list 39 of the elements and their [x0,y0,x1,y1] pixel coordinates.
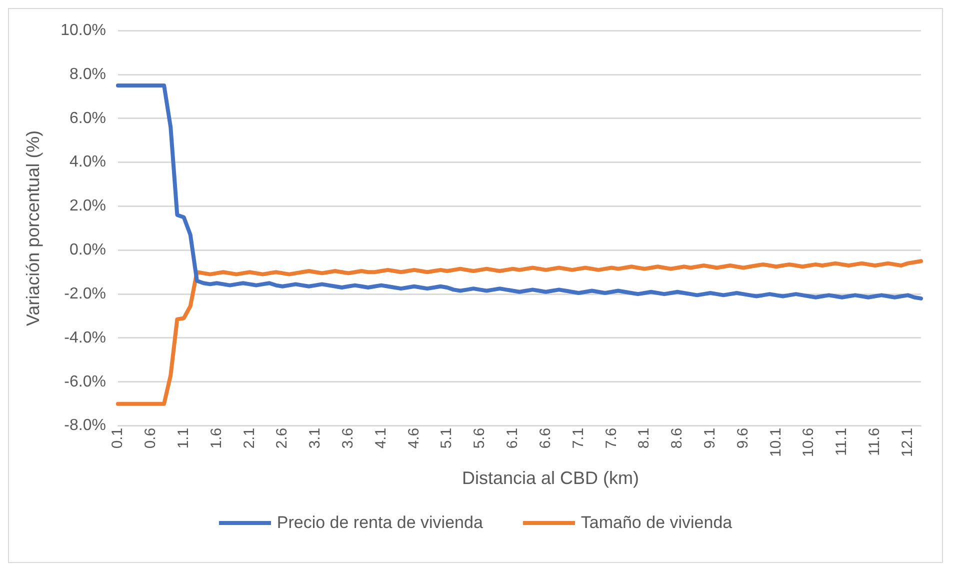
y-tick-label: -8.0% [64,417,106,434]
y-tick-label: -4.0% [64,329,106,346]
x-tick-label: 0.6 [142,428,160,449]
x-tick-label: 3.6 [339,428,356,449]
x-tick-label: 10.6 [800,428,818,458]
x-tick-label: 8.1 [636,428,653,449]
x-tick-label: 9.1 [702,428,719,449]
y-tick-label: 0.0% [70,242,106,259]
x-tick-label: 10.1 [767,428,784,458]
legend-label: Tamaño de vivienda [580,513,732,533]
x-tick-label: 4.1 [372,428,390,449]
x-tick-label: 8.6 [668,428,686,449]
x-tick-label: 6.1 [504,428,522,449]
x-tick-label: 7.1 [570,428,587,449]
x-tick-label: 0.1 [109,428,126,449]
y-tick-label: -6.0% [64,373,106,390]
y-tick-label: 4.0% [70,154,106,171]
y-tick-label: 10.0% [60,22,106,40]
x-tick-label: 6.6 [536,428,554,449]
x-tick-label: 9.6 [734,428,752,449]
x-tick-label: 7.6 [602,428,620,449]
x-tick-label: 1.1 [174,428,192,449]
x-tick-label: 11.1 [833,428,850,456]
x-tick-label: 2.6 [274,428,291,449]
x-tick-label: 4.6 [405,428,422,449]
y-tick-label: 2.0% [70,198,106,215]
x-tick-label: 2.1 [240,428,258,449]
x-tick-label: 3.1 [306,428,324,449]
x-axis-title: Distancia al CBD (km) [460,468,640,489]
x-tick-label: 1.6 [208,428,225,449]
x-tick-label: 11.6 [866,428,884,456]
y-tick-label: 6.0% [70,110,106,127]
y-tick-label: 8.0% [70,66,106,83]
legend-label: Precio de renta de vivienda [276,513,483,533]
y-tick-label: -2.0% [64,285,106,302]
x-tick-label: 5.6 [471,428,488,449]
x-tick-label: 12.1 [898,428,916,458]
x-tick-label: 5.1 [438,428,456,449]
y-axis-title: Variación porcentual (%) [22,130,43,326]
